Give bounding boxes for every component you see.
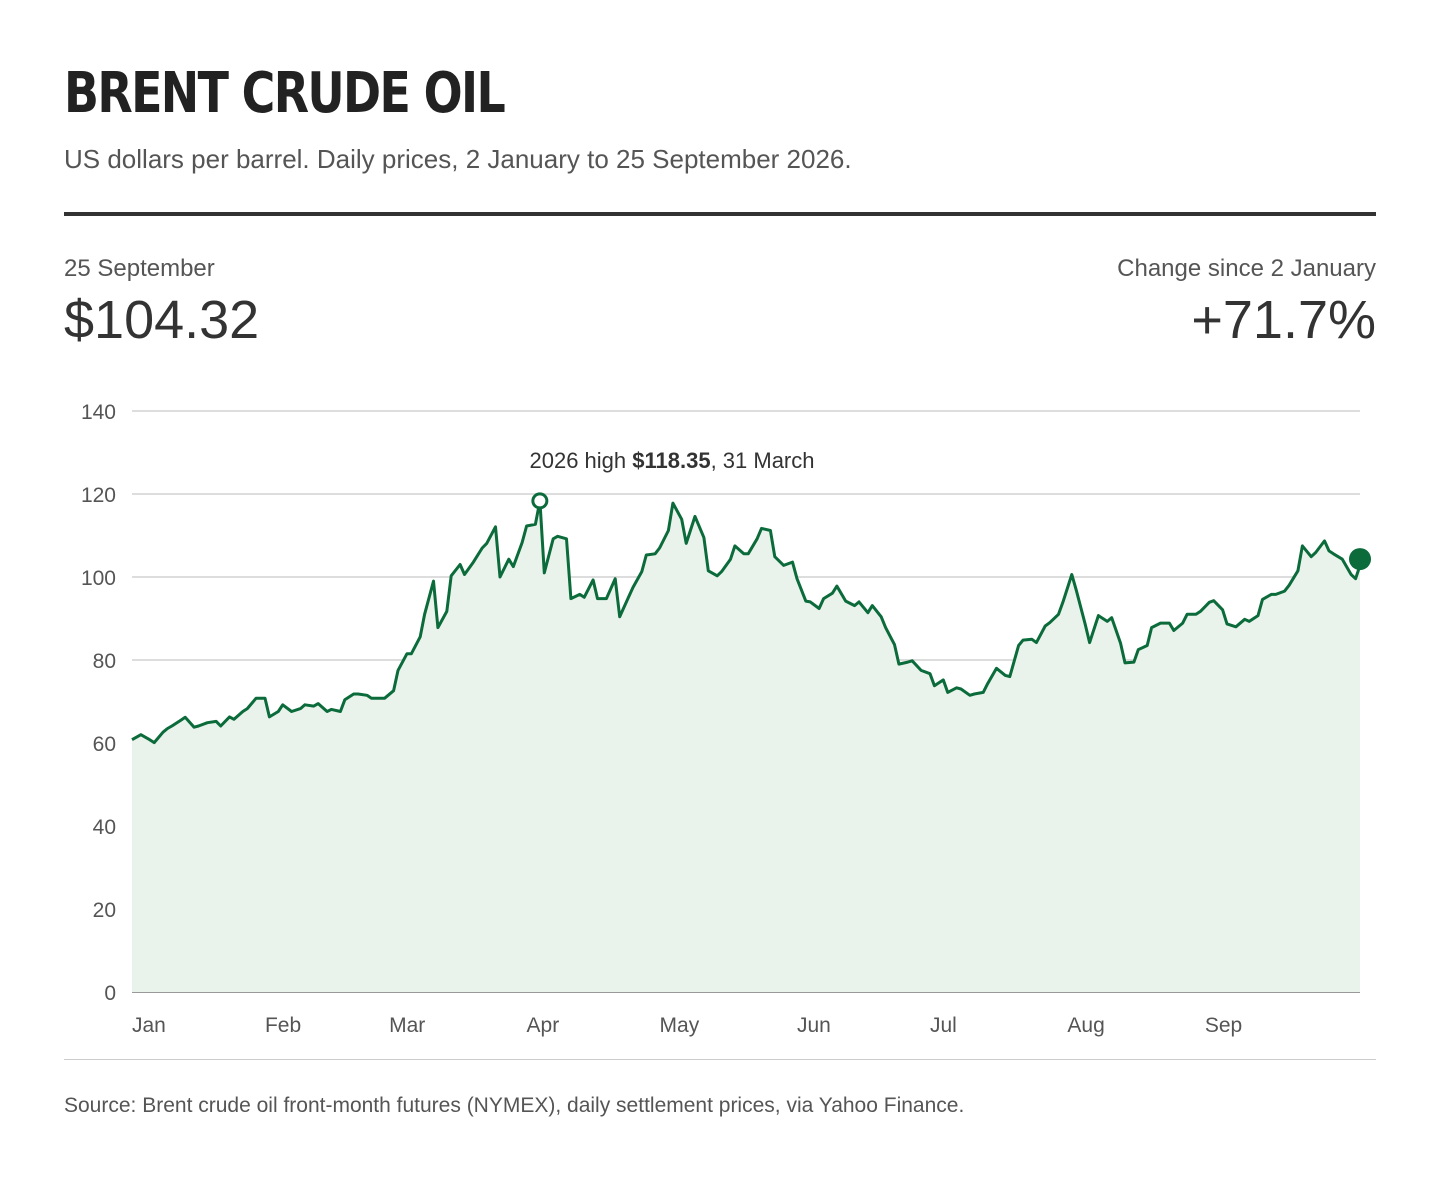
change-label: Change since 2 January xyxy=(1117,255,1376,282)
latest-price-value: $104.32 xyxy=(64,290,260,350)
high-annotation-suffix: , 31 March xyxy=(711,448,815,473)
y-tick-label: 60 xyxy=(93,733,116,756)
footer-divider xyxy=(64,1059,1376,1060)
price-area xyxy=(132,500,1360,992)
y-tick-label: 140 xyxy=(81,401,116,424)
chart-subtitle: US dollars per barrel. Daily prices, 2 J… xyxy=(64,144,852,174)
x-tick-label: May xyxy=(660,1014,700,1037)
y-axis-ticks: 0 20 40 60 80 100 120 140 xyxy=(81,401,116,1005)
high-annotation: 2026 high $118.35, 31 March xyxy=(529,448,814,473)
y-tick-label: 100 xyxy=(81,567,116,590)
last-value-marker xyxy=(1349,548,1371,571)
price-line xyxy=(131,499,1362,745)
x-tick-label: Mar xyxy=(389,1014,425,1037)
change-value: +71.7% xyxy=(1191,290,1376,350)
x-tick-label: Jan xyxy=(132,1014,166,1037)
y-tick-label: 0 xyxy=(104,982,116,1005)
x-tick-label: Apr xyxy=(527,1014,560,1037)
y-tick-label: 40 xyxy=(93,816,116,839)
y-tick-label: 120 xyxy=(81,484,116,507)
high-marker xyxy=(531,492,549,510)
change-stat: Change since 2 January +71.7% xyxy=(1117,254,1376,352)
latest-price-date: 25 September xyxy=(64,255,215,282)
high-annotation-prefix: 2026 high xyxy=(529,448,632,473)
x-tick-label: Sep xyxy=(1205,1014,1242,1037)
x-tick-label: Feb xyxy=(265,1014,301,1037)
latest-price-stat: 25 September $104.32 xyxy=(64,254,259,352)
x-tick-label: Jul xyxy=(930,1014,957,1037)
header-divider xyxy=(64,212,1376,216)
x-tick-label: Jun xyxy=(797,1014,831,1037)
high-annotation-value: $118.35 xyxy=(632,448,710,473)
price-chart: 0 20 40 60 80 100 120 140 Jan Feb Mar Apr May Jun Jul… xyxy=(81,401,1371,1037)
y-tick-label: 20 xyxy=(93,899,116,922)
y-tick-label: 80 xyxy=(93,650,116,673)
x-tick-label: Aug xyxy=(1067,1014,1104,1037)
source-note: Source: Brent crude oil front-month futu… xyxy=(64,1094,965,1117)
chart-title: BRENT CRUDE OIL xyxy=(64,61,506,126)
x-axis-ticks: Jan Feb Mar Apr May Jun Jul Aug Sep xyxy=(132,1014,1242,1037)
